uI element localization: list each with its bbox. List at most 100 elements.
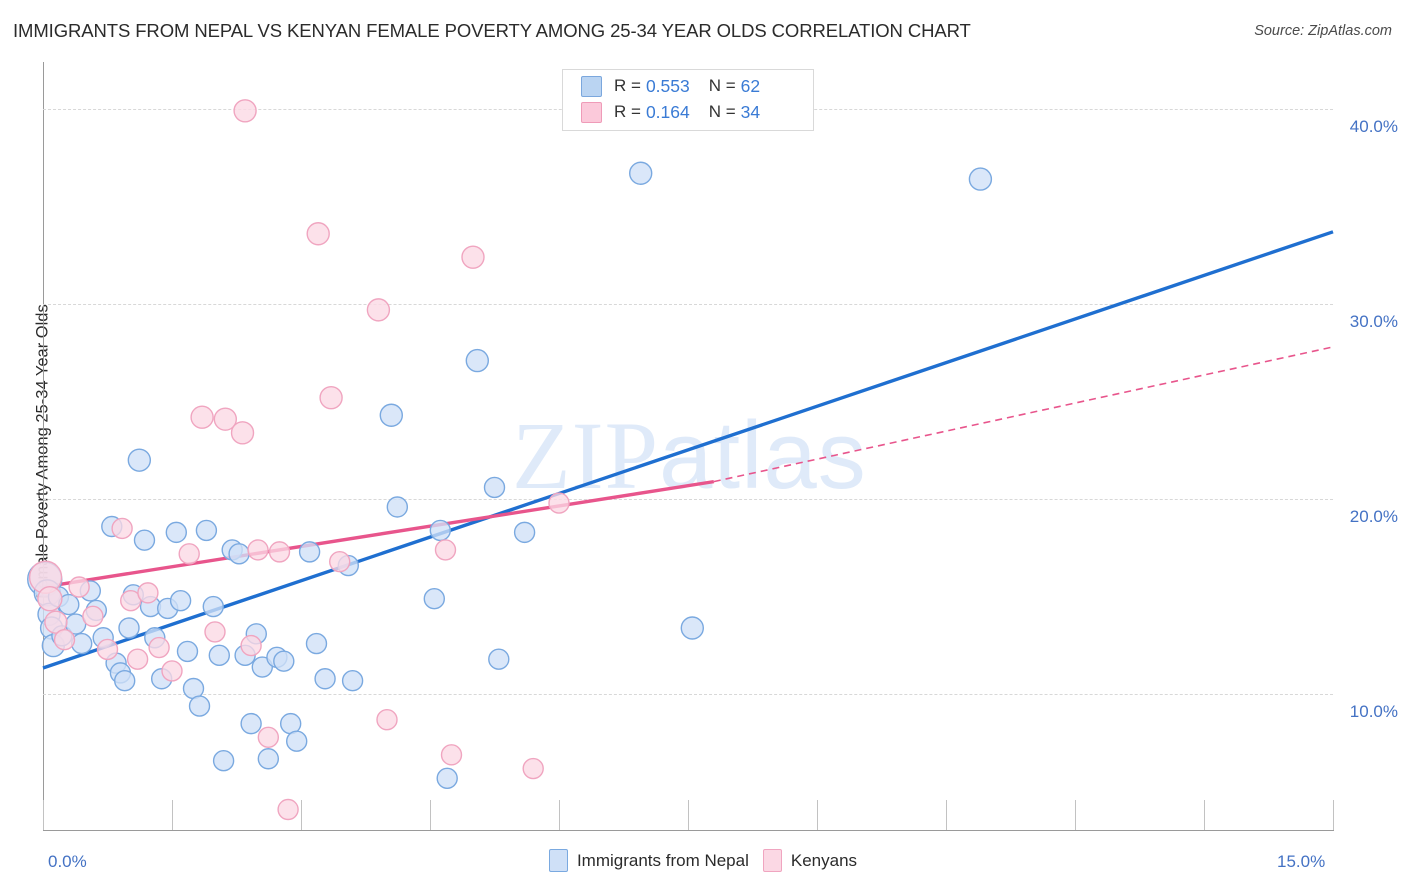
- data-point[interactable]: [440, 744, 463, 766]
- source-attribution: Source: ZipAtlas.com: [1254, 23, 1392, 39]
- legend-n-key-pink: N =: [708, 102, 736, 121]
- data-point[interactable]: [44, 610, 68, 634]
- data-point[interactable]: [37, 586, 63, 612]
- data-point[interactable]: [273, 650, 295, 672]
- data-point[interactable]: [522, 757, 544, 780]
- data-point[interactable]: [169, 589, 192, 612]
- data-point[interactable]: [379, 403, 403, 427]
- data-point[interactable]: [178, 543, 200, 565]
- data-point[interactable]: [204, 621, 226, 643]
- data-point[interactable]: [148, 636, 170, 659]
- data-point[interactable]: [483, 476, 506, 499]
- x-axis-tick: [1333, 800, 1334, 830]
- y-axis-line: [43, 62, 44, 830]
- series-legend-item-nepal[interactable]: Immigrants from Nepal: [548, 849, 749, 872]
- data-point[interactable]: [127, 448, 152, 472]
- data-point[interactable]: [212, 750, 235, 772]
- data-point[interactable]: [228, 543, 250, 565]
- data-point[interactable]: [133, 529, 156, 551]
- series-legend-swatch-pink: [762, 849, 782, 872]
- x-axis-tick: [172, 800, 173, 830]
- data-point[interactable]: [314, 668, 336, 690]
- legend-n-value-pink: 34: [740, 101, 761, 122]
- data-point[interactable]: [113, 669, 136, 692]
- legend-swatch-blue: [581, 75, 602, 97]
- data-point[interactable]: [629, 161, 653, 185]
- data-point[interactable]: [240, 634, 262, 657]
- data-point[interactable]: [257, 748, 280, 770]
- data-point[interactable]: [423, 588, 445, 610]
- data-point[interactable]: [268, 541, 291, 563]
- data-point[interactable]: [247, 539, 269, 561]
- data-point[interactable]: [165, 521, 188, 544]
- data-point[interactable]: [208, 644, 231, 667]
- x-axis-tick: [301, 800, 302, 830]
- gridline: [43, 499, 1333, 501]
- data-point[interactable]: [68, 576, 90, 598]
- data-point[interactable]: [195, 519, 218, 542]
- data-point[interactable]: [429, 519, 452, 542]
- trendline: [42, 230, 1334, 670]
- page-title: IMMIGRANTS FROM NEPAL VS KENYAN FEMALE P…: [13, 20, 971, 41]
- data-point[interactable]: [513, 521, 536, 544]
- data-point[interactable]: [306, 222, 330, 246]
- series-legend: Immigrants from Nepal Kenyans: [0, 849, 1406, 872]
- data-point[interactable]: [329, 550, 351, 573]
- legend-n-value-blue: 62: [740, 75, 761, 96]
- trendline: [713, 346, 1334, 483]
- data-point[interactable]: [305, 632, 328, 655]
- data-point[interactable]: [386, 496, 409, 518]
- data-point[interactable]: [190, 405, 214, 429]
- legend-r-key-pink: R =: [614, 102, 641, 121]
- x-axis-line: [43, 830, 1334, 831]
- x-axis-tick-label: 0.0%: [48, 852, 87, 871]
- gridline: [43, 694, 1333, 696]
- x-axis-tick: [430, 800, 431, 830]
- data-point[interactable]: [233, 99, 257, 123]
- data-point[interactable]: [968, 167, 993, 191]
- data-point[interactable]: [436, 767, 458, 789]
- data-point[interactable]: [548, 492, 570, 514]
- legend-swatch-pink: [581, 101, 602, 123]
- data-point[interactable]: [118, 617, 140, 639]
- data-point[interactable]: [188, 695, 211, 717]
- data-point[interactable]: [376, 709, 398, 731]
- x-axis-tick: [1075, 800, 1076, 830]
- data-point[interactable]: [96, 638, 119, 661]
- data-point[interactable]: [230, 421, 255, 445]
- data-point[interactable]: [82, 605, 104, 627]
- data-point[interactable]: [465, 348, 489, 373]
- data-point[interactable]: [680, 616, 704, 640]
- data-point[interactable]: [298, 541, 321, 563]
- data-point[interactable]: [251, 656, 273, 678]
- data-point[interactable]: [240, 712, 262, 735]
- legend-r-value-pink: 0.164: [645, 101, 690, 122]
- legend-r-value-blue: 0.553: [645, 75, 690, 96]
- data-point[interactable]: [213, 407, 238, 431]
- data-point[interactable]: [126, 648, 149, 670]
- correlation-legend: R = 0.553 N = 62 R = 0.164 N = 34: [562, 69, 814, 131]
- data-point[interactable]: [111, 517, 133, 540]
- x-axis-tick: [559, 800, 560, 830]
- data-point[interactable]: [461, 245, 485, 269]
- legend-r-key-blue: R =: [614, 76, 641, 95]
- x-axis-tick: [1204, 800, 1205, 830]
- data-point[interactable]: [53, 629, 76, 651]
- data-point[interactable]: [257, 726, 280, 748]
- data-point[interactable]: [286, 730, 308, 752]
- y-axis-tick-label: 10.0%: [1349, 702, 1398, 722]
- data-point[interactable]: [202, 595, 224, 618]
- data-point[interactable]: [319, 385, 343, 410]
- data-point[interactable]: [366, 298, 391, 322]
- series-legend-item-kenyans[interactable]: Kenyans: [762, 849, 857, 872]
- data-point[interactable]: [277, 798, 299, 821]
- legend-row-kenyans: R = 0.164 N = 34: [581, 99, 760, 125]
- data-point[interactable]: [434, 539, 457, 561]
- data-point[interactable]: [488, 648, 510, 670]
- x-axis-tick: [946, 800, 947, 830]
- data-point[interactable]: [161, 660, 183, 682]
- data-point[interactable]: [341, 669, 364, 692]
- data-point[interactable]: [137, 582, 159, 604]
- data-point[interactable]: [176, 640, 199, 663]
